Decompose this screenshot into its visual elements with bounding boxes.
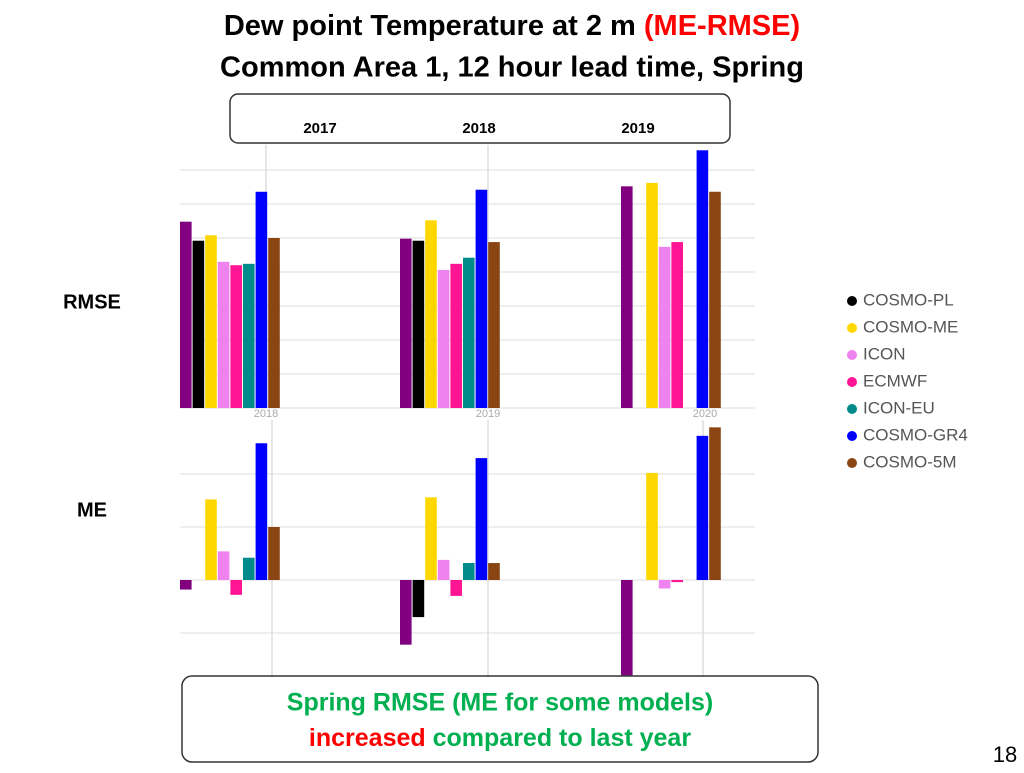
subtitle: Common Area 1, 12 hour lead time, Spring [220,52,804,84]
bar [255,443,268,580]
bar [268,527,280,580]
axis-label: ME [77,499,107,521]
title: Dew point Temperature at 2 m (ME-RMSE) [224,10,800,42]
bar [696,150,709,408]
year-label: 2018 [462,120,495,137]
bar [412,240,425,408]
bar [658,580,671,589]
bar [437,269,450,408]
bar [400,580,412,645]
bar [475,458,488,580]
bar [621,186,633,408]
bar [412,580,425,618]
legend-label: COSMO-PL [863,290,954,309]
legend-label: COSMO-5M [863,452,957,471]
page-number: 18 [993,742,1017,767]
title-main: Dew point Temperature at 2 m [224,10,636,42]
bar [437,559,450,580]
bar [192,240,205,408]
axis-label: RMSE [63,291,121,313]
bar [671,242,683,408]
bar [450,580,462,596]
legend-marker [847,458,857,468]
title-highlight: (ME-RMSE) [644,10,800,42]
bar [709,191,721,408]
bar [488,563,500,580]
bar [180,221,192,408]
bar [646,472,658,580]
bar [671,580,683,583]
bar [180,580,192,590]
legend-marker [847,350,857,360]
bar [696,435,709,580]
year-label: 2017 [303,120,336,137]
bar [709,427,721,580]
note-line: increased compared to last year [309,724,691,752]
bar [475,189,488,408]
bar [255,191,268,408]
note-highlight: increased [309,724,426,752]
x-tick-label: 2019 [476,408,500,420]
bar [463,257,475,408]
legend-marker [847,296,857,306]
legend-marker [847,431,857,441]
legend-label: ICON-EU [863,398,935,417]
bar [488,242,500,408]
bar [230,265,242,408]
bar [658,246,671,408]
bar [646,182,658,408]
bar [400,238,412,408]
plots: RMSE 2018 2019 2020 COSMO-PL COSMO-ME ICON ECMW… [63,150,968,676]
bar [205,499,217,580]
bar [205,235,217,408]
x-tick-label: 2018 [254,408,278,420]
legend-marker [847,404,857,414]
note-box [181,675,819,763]
bar [425,497,437,580]
year-label: 2019 [621,120,654,137]
legend-label: COSMO-ME [863,317,958,336]
bar [243,263,255,408]
bar [425,220,437,408]
legend-label: COSMO-GR4 [863,425,968,444]
bar [450,263,462,408]
bar [217,261,230,408]
note-text: compared to last year [433,724,692,752]
bar [243,557,255,580]
legend-label: ICON [863,344,906,363]
year-box [229,93,731,144]
bar [230,580,242,595]
bar [463,563,475,580]
x-tick-label: 2020 [693,408,717,420]
legend-marker [847,323,857,333]
legend-marker [847,377,857,387]
bar [621,580,633,676]
note-line: Spring RMSE (ME for some models) [287,689,713,717]
bar [268,238,280,408]
bar [217,551,230,580]
legend-label: ECMWF [863,371,927,390]
